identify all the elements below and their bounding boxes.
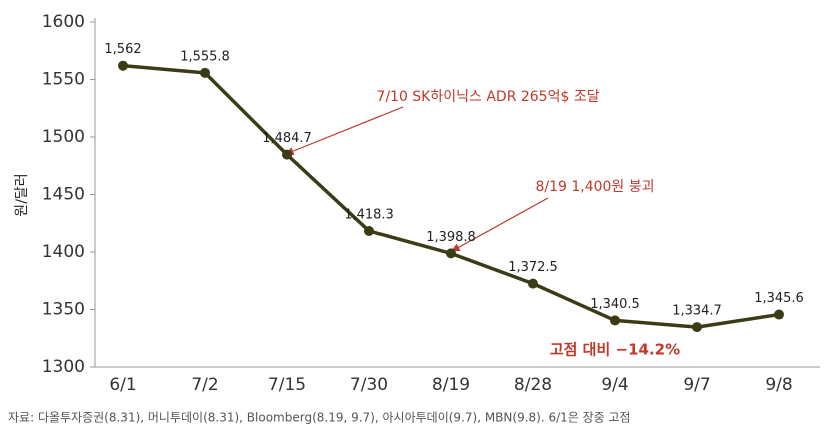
annotation: 8/19 1,400원 붕괴 xyxy=(535,179,654,195)
x-tick-label: 9/8 xyxy=(765,375,792,395)
annotation: 고점 대비 −14.2% xyxy=(550,341,680,359)
point xyxy=(118,60,128,71)
value-label: 1,334.7 xyxy=(672,304,722,319)
x-tick-label: 7/15 xyxy=(268,375,306,395)
y-tick-label: 1500 xyxy=(42,127,85,147)
value-label: 1,484.7 xyxy=(262,131,312,146)
point xyxy=(364,225,374,236)
y-tick-label: 1550 xyxy=(42,70,85,90)
value-label: 1,398.8 xyxy=(426,230,476,245)
point xyxy=(610,315,620,326)
point xyxy=(692,322,702,333)
point xyxy=(446,248,456,259)
value-label: 1,562 xyxy=(104,42,141,57)
value-label: 1,418.3 xyxy=(344,207,394,222)
value-label: 1,345.6 xyxy=(754,291,804,306)
point xyxy=(528,278,538,289)
point xyxy=(200,67,210,78)
x-tick-label: 8/28 xyxy=(514,375,552,395)
y-tick-label: 1450 xyxy=(42,185,85,205)
annotation: 7/10 SK하이닉스 ADR 265억$ 조달 xyxy=(376,89,599,105)
y-tick-label: 1300 xyxy=(42,357,85,377)
x-tick-label: 7/30 xyxy=(350,375,388,395)
x-tick-label: 6/1 xyxy=(109,375,136,395)
y-axis-label: 원/달러 xyxy=(14,173,30,216)
x-tick-label: 8/19 xyxy=(432,375,470,395)
value-label: 1,372.5 xyxy=(508,260,558,275)
y-tick-label: 1400 xyxy=(42,242,85,262)
x-tick-label: 7/2 xyxy=(191,375,218,395)
point xyxy=(282,149,292,160)
x-tick-label: 9/7 xyxy=(683,375,710,395)
source-note: 자료: 다올투자증권(8.31), 머니투데이(8.31), Bloomberg… xyxy=(8,411,631,425)
x-tick-label: 9/4 xyxy=(601,375,628,395)
point xyxy=(774,309,784,320)
annotation-arrow xyxy=(285,106,404,156)
value-label: 1,555.8 xyxy=(180,49,230,64)
value-label: 1,340.5 xyxy=(590,297,640,312)
annotation-arrow xyxy=(451,197,549,252)
y-tick-label: 1350 xyxy=(42,300,85,320)
y-tick-label: 1600 xyxy=(42,12,85,32)
